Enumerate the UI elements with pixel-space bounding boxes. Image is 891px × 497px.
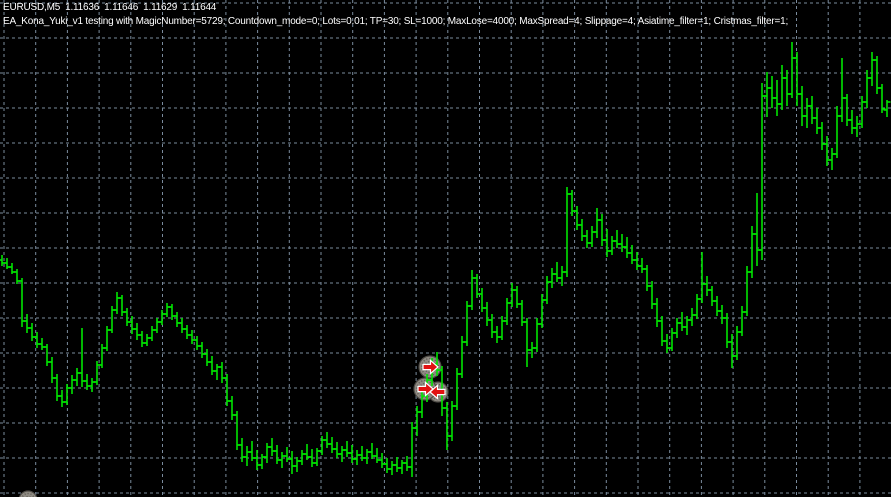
price-bars-layer	[0, 42, 891, 477]
marker-circle[interactable]	[18, 490, 38, 497]
trade-marker-arrows-layer[interactable]	[417, 359, 446, 400]
partial-marker-bottom-left[interactable]	[18, 490, 38, 497]
ohlc-low-value: 1.11629	[143, 2, 178, 13]
ea-comment-line: EA_Kona_Yuki_v1 testing with MagicNumber…	[3, 15, 789, 27]
trade-arrow-marker-upper-right[interactable]	[422, 359, 439, 375]
ohlc-bar	[878, 84, 886, 113]
ohlc-high-value: 1.11646	[104, 2, 139, 13]
trade-arrow-marker-left-pointing[interactable]	[429, 384, 446, 400]
ohlc-open-value: 1.11636	[65, 2, 100, 13]
symbol-period-label: EURUSD,M5	[3, 2, 61, 13]
ohlc-close-value: 1.11644	[182, 2, 217, 13]
ohlc-bar	[883, 100, 891, 117]
chart-header: EURUSD,M5 1.11636 1.11646 1.11629 1.11644 EA…	[3, 1, 788, 28]
symbol-ohlc-line: EURUSD,M5 1.11636 1.11646 1.11629 1.11644	[3, 1, 788, 15]
trade-arrow-marker-lower-right[interactable]	[417, 381, 434, 397]
